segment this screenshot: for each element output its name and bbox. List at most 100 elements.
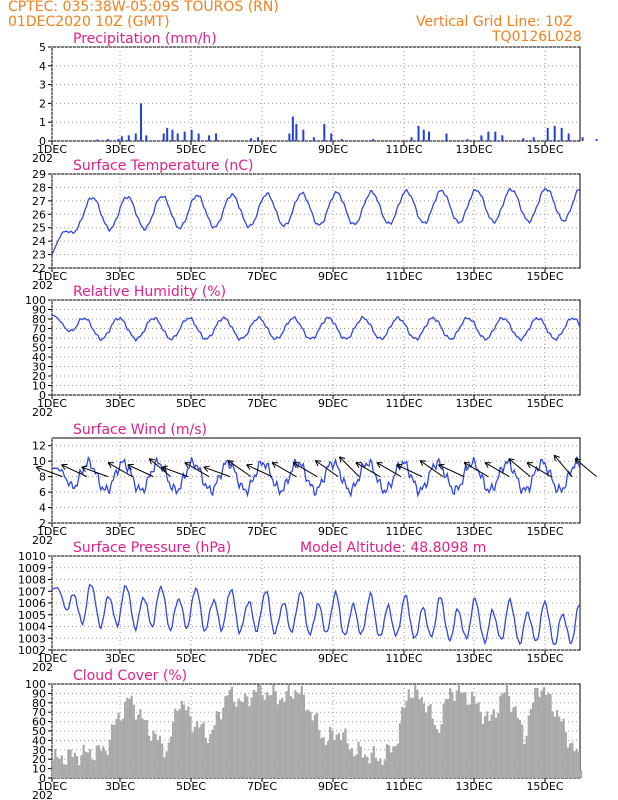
cloud-bar: [427, 705, 430, 778]
cloud-bar: [169, 736, 173, 778]
cloud-bar: [113, 724, 116, 778]
cloud-bar: [577, 751, 581, 778]
pres-note: Model Altitude: 48.8098 m: [300, 540, 486, 556]
wind-xtick-label: 13DEC: [455, 525, 492, 538]
cloud-bar: [355, 754, 358, 778]
cloud-bar: [220, 719, 223, 778]
cloud-bar: [126, 697, 129, 778]
cloud-bar: [492, 709, 495, 778]
pres-xtick-label: 13DEC: [455, 652, 492, 665]
cloud-bar: [481, 723, 485, 778]
cloud-xtick-label: 13DEC: [455, 780, 492, 793]
cloud-bar: [274, 691, 277, 778]
rh-xtick-label: 15DEC: [526, 397, 563, 410]
cloud-bar: [468, 704, 471, 778]
precip-bar: [183, 131, 186, 141]
cloud-bar: [82, 744, 85, 778]
cloud-bar: [392, 746, 395, 778]
pres-series-line: [52, 583, 581, 646]
wind-arrow-head: [553, 455, 556, 462]
rh-ytick-label: 100: [25, 294, 46, 307]
cloud-bar: [385, 744, 389, 778]
cloud-bar: [172, 722, 175, 778]
rh-ytick-label: 80: [32, 313, 46, 326]
precip-bar: [256, 137, 259, 141]
temp-ytick-label: 24: [32, 235, 46, 248]
cloud-bar: [440, 724, 443, 778]
cloud-bar: [569, 743, 572, 778]
cloud-bar: [370, 752, 373, 778]
wind-arrow: [107, 462, 133, 478]
cloud-bar: [337, 733, 341, 778]
cloud-ytick-label: 30: [32, 744, 46, 757]
wind-arrow-head: [148, 458, 152, 465]
pres-ytick-label: 1004: [18, 621, 46, 634]
cloud-ytick-label: 60: [32, 716, 46, 729]
cloud-bar: [512, 707, 515, 778]
rh-xtick-label: 3DEC: [105, 397, 135, 410]
precip-bar: [208, 135, 211, 141]
wind-arrow-head: [484, 462, 489, 469]
cloud-bar: [403, 707, 406, 778]
cloud-bar: [67, 749, 70, 778]
cloud-bar: [93, 760, 96, 778]
wind-arrow: [484, 462, 510, 478]
cloud-bar: [342, 732, 345, 778]
precip-bar: [134, 133, 137, 141]
cloud-bar: [152, 730, 155, 778]
cloud-bar: [510, 711, 513, 778]
cloud-bar: [418, 699, 421, 778]
cloud-bar: [488, 720, 491, 778]
wind-arrow: [227, 460, 252, 478]
cloud-bar: [518, 719, 522, 778]
cloud-bar: [425, 712, 428, 778]
cloud-bar: [283, 701, 286, 778]
cloud-bar: [521, 724, 524, 778]
precip-xtick-label: 11DEC: [385, 143, 422, 156]
wind-arrow-head: [575, 458, 582, 461]
cloud-bar: [350, 747, 354, 778]
wind-xtick-label: 7DEC: [247, 525, 277, 538]
precip-bar: [323, 124, 326, 141]
cloud-bar: [532, 702, 535, 778]
precip-bar: [166, 127, 169, 141]
cloud-bar: [309, 711, 312, 778]
wind-arrow-head: [508, 458, 512, 465]
wind-arrow: [396, 464, 423, 478]
precip-bar: [162, 133, 165, 141]
pres-ytick-label: 1006: [18, 597, 46, 610]
wind-arrow-head: [508, 458, 515, 461]
cloud-bar: [558, 716, 561, 778]
cloud-bar: [460, 692, 463, 778]
precip-bar: [295, 124, 298, 141]
cloud-bar: [191, 732, 194, 778]
precip-bar: [302, 129, 305, 141]
cloud-title: Cloud Cover (%): [73, 668, 187, 684]
rh-ytick-label: 0: [39, 389, 46, 402]
rh-xtick-label: 1DEC: [37, 397, 67, 410]
wind-arrow: [292, 462, 318, 478]
cloud-bar: [80, 755, 83, 778]
cloud-bar: [121, 718, 125, 778]
precip-bar: [466, 139, 469, 141]
cloud-bar: [158, 735, 162, 778]
cloud-bar: [368, 763, 371, 778]
wind-arrow-head: [35, 466, 41, 472]
rh-year-cut: 202: [32, 406, 53, 419]
temp-xtick-label: 15DEC: [526, 270, 563, 283]
cloud-bar: [549, 694, 552, 778]
wind-arrow-head: [292, 462, 297, 469]
precip-bar: [312, 137, 315, 141]
cloud-bar: [503, 692, 506, 778]
cloud-bar: [202, 722, 205, 778]
cloud-bar: [407, 689, 410, 778]
cloud-bar: [536, 687, 539, 778]
precip-bar: [595, 139, 598, 141]
wind-frame: [51, 437, 581, 524]
cloud-bar: [508, 696, 511, 778]
wind-arrow-head: [553, 454, 560, 458]
wind-arrow-head: [161, 466, 167, 472]
precip-bar: [288, 133, 291, 141]
cloud-bar: [250, 697, 253, 778]
cloud-bar: [457, 684, 461, 778]
